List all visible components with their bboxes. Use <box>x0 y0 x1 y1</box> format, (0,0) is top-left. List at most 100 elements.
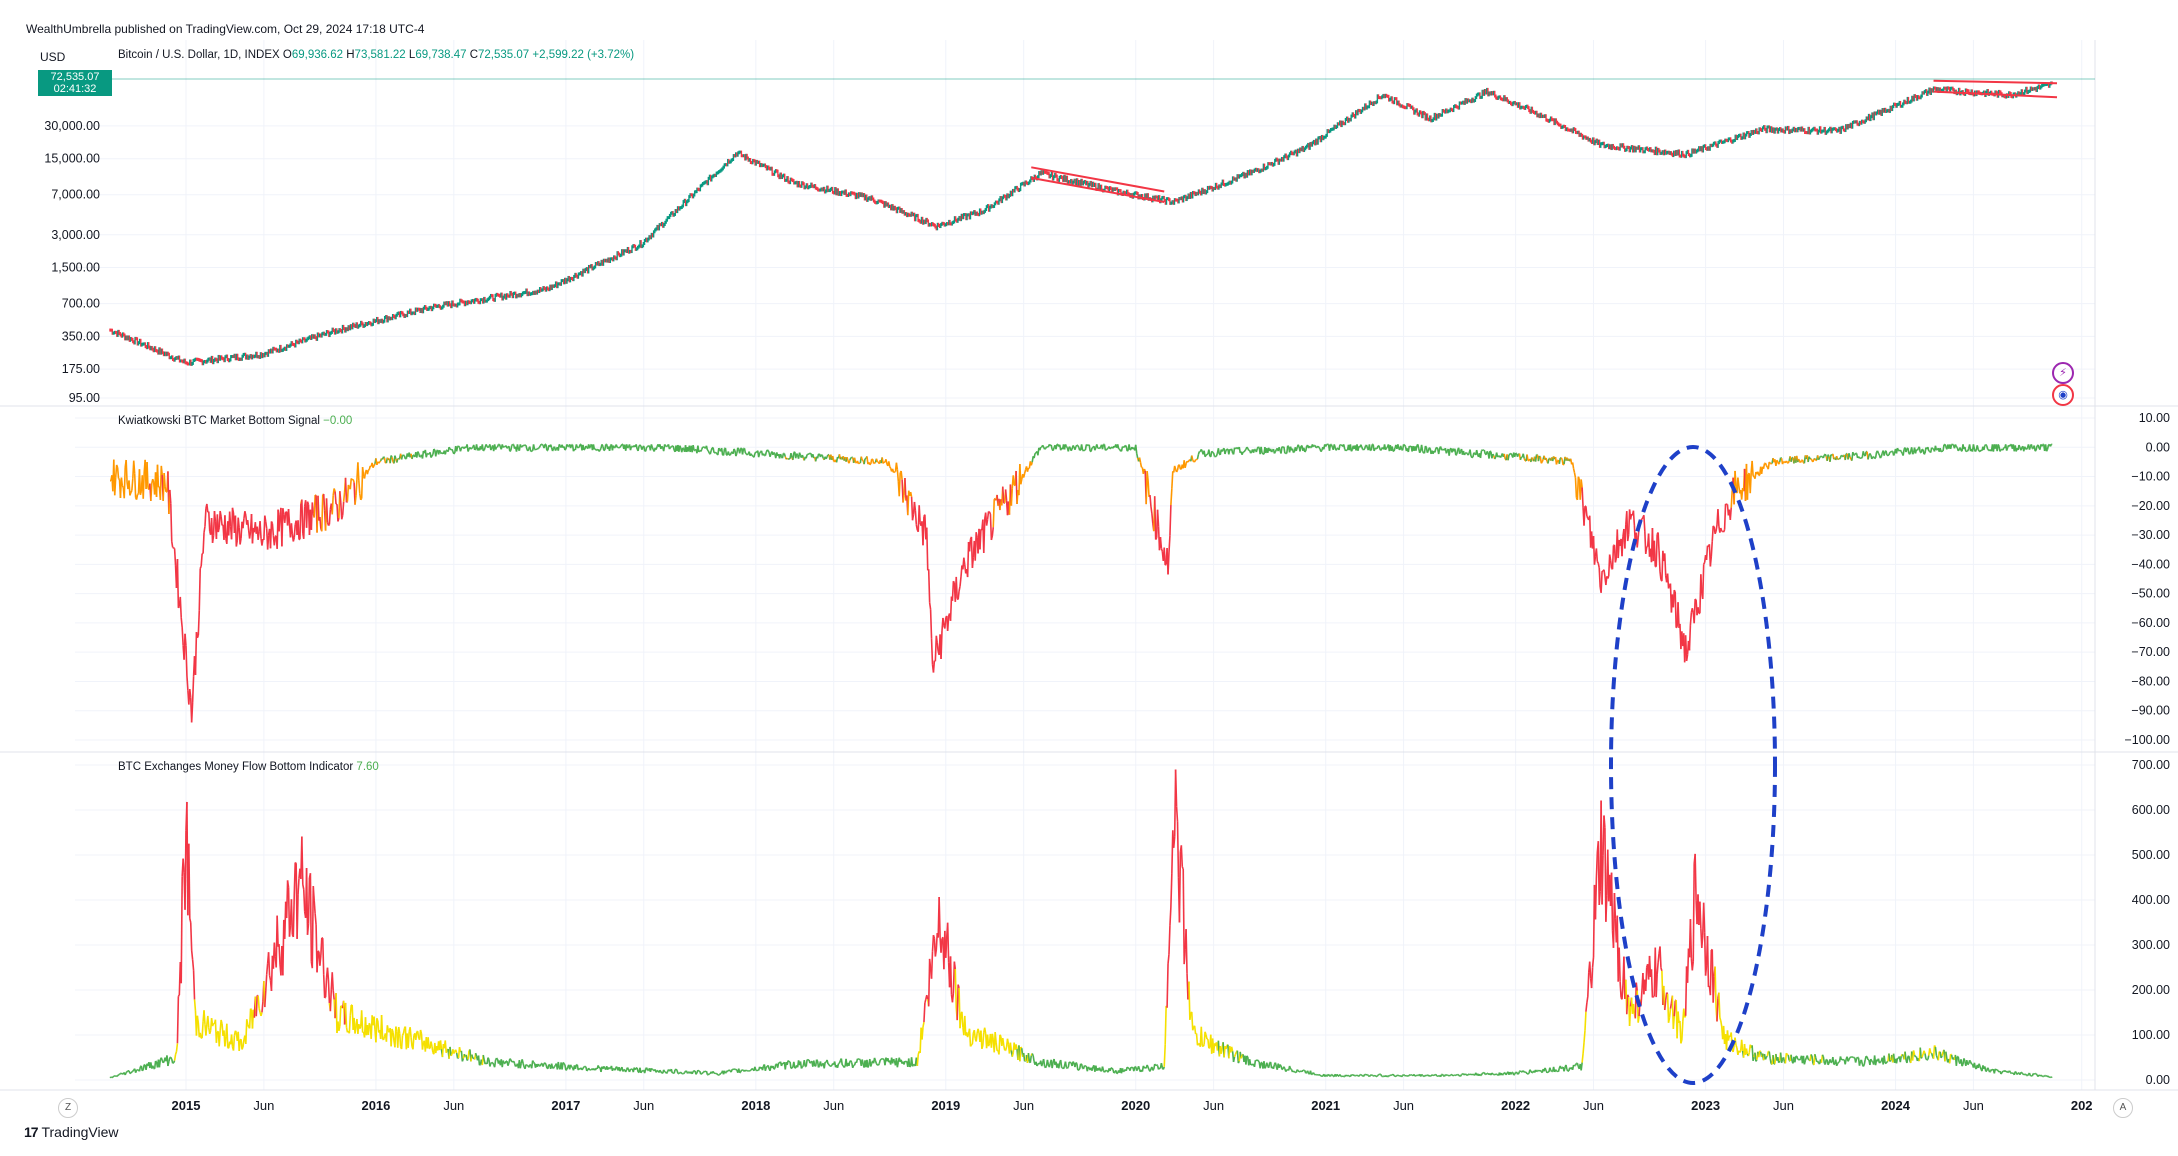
flow-segment <box>153 1060 157 1069</box>
signal-segment <box>577 446 580 449</box>
signal-segment <box>1911 452 1915 455</box>
signal-segment <box>266 535 270 550</box>
flow-segment <box>1036 1064 1039 1067</box>
signal-segment <box>982 518 986 554</box>
signal-segment <box>869 463 872 466</box>
signal-segment <box>1088 444 1091 452</box>
flow-segment <box>1160 1062 1164 1068</box>
signal-segment <box>1436 446 1439 450</box>
signal-segment <box>617 446 620 449</box>
signal-segment <box>1197 451 1201 455</box>
signal-segment <box>325 498 329 523</box>
signal-segment <box>246 520 250 531</box>
flow-segment <box>134 1069 138 1073</box>
signal-segment <box>1428 446 1431 449</box>
signal-segment <box>1486 450 1489 454</box>
flow-segment <box>938 896 941 938</box>
flow-segment <box>1234 1051 1238 1055</box>
signal-segment <box>1077 445 1080 448</box>
flow-segment <box>1137 1065 1141 1070</box>
signal-segment <box>334 491 337 505</box>
signal-segment <box>217 527 221 533</box>
signal-segment <box>601 443 604 447</box>
signal-segment <box>1974 449 1977 453</box>
signal-segment <box>627 446 630 449</box>
flow-segment <box>397 1026 401 1034</box>
signal-segment <box>1244 448 1247 452</box>
signal-segment <box>1143 468 1146 472</box>
signal-segment <box>207 511 211 532</box>
signal-segment <box>299 503 302 540</box>
flow-segment <box>827 1063 830 1066</box>
signal-segment <box>1853 454 1856 457</box>
signal-segment <box>637 445 640 452</box>
signal-segment <box>759 451 762 454</box>
flow-segment <box>172 1060 176 1064</box>
flow-segment <box>129 1072 132 1075</box>
signal-segment <box>1330 444 1334 448</box>
signal-segment <box>750 453 753 456</box>
signal-segment <box>846 456 849 461</box>
signal-segment <box>1897 449 1900 452</box>
signal-segment <box>1526 454 1529 461</box>
signal-segment <box>1944 444 1947 448</box>
signal-segment <box>2005 447 2009 451</box>
flow-segment <box>142 1064 145 1071</box>
flow-segment <box>953 961 957 970</box>
signal-segment <box>692 444 695 451</box>
signal-segment <box>1892 452 1896 456</box>
flow-segment <box>655 1070 658 1073</box>
signal-segment <box>1496 455 1500 458</box>
signal-segment <box>1934 445 1938 451</box>
flow-segment <box>116 1075 118 1078</box>
signal-segment <box>516 444 520 450</box>
signal-segment <box>1208 449 1211 457</box>
flow-segment <box>1076 1063 1079 1071</box>
signal-segment <box>115 464 119 468</box>
signal-segment <box>1217 448 1221 455</box>
signal-segment <box>367 468 370 471</box>
signal-segment <box>1465 452 1468 455</box>
signal-segment <box>176 558 180 608</box>
signal-segment <box>1899 449 1902 453</box>
signal-segment <box>1094 447 1097 451</box>
signal-segment <box>1625 511 1629 542</box>
signal-segment <box>706 449 709 452</box>
signal-segment <box>1082 449 1084 452</box>
signal-segment <box>1424 445 1427 448</box>
signal-segment <box>1434 448 1437 453</box>
signal-segment <box>1463 453 1466 456</box>
signal-segment <box>1292 451 1295 454</box>
flow-segment <box>1044 1065 1048 1069</box>
flow-segment <box>695 1072 698 1075</box>
flow-segment <box>120 1072 123 1075</box>
signal-segment <box>1614 557 1618 563</box>
signal-segment <box>1010 488 1014 506</box>
signal-segment <box>1342 444 1346 450</box>
signal-segment <box>132 460 136 474</box>
signal-segment <box>1278 446 1281 451</box>
signal-segment <box>2023 446 2027 450</box>
signal-segment <box>297 520 300 540</box>
flow-segment <box>1166 963 1169 1008</box>
signal-segment <box>1609 560 1613 569</box>
signal-segment <box>942 617 945 626</box>
flow-segment <box>176 996 180 1044</box>
signal-segment <box>1595 548 1599 562</box>
signal-segment <box>1200 448 1203 452</box>
signal-segment <box>707 450 711 454</box>
flow-segment <box>1208 1046 1211 1049</box>
flow-segment <box>728 1069 731 1072</box>
signal-segment <box>1257 446 1260 449</box>
signal-segment <box>1849 456 1852 460</box>
flow-segment <box>542 1063 545 1067</box>
signal-segment <box>1391 446 1394 452</box>
signal-segment <box>875 458 879 463</box>
signal-segment <box>918 505 921 523</box>
flow-segment <box>155 1060 158 1063</box>
signal-segment <box>618 446 621 449</box>
signal-segment <box>1503 453 1506 460</box>
flow-segment <box>312 886 315 901</box>
flow-segment <box>809 1061 812 1064</box>
signal-segment <box>302 506 306 539</box>
